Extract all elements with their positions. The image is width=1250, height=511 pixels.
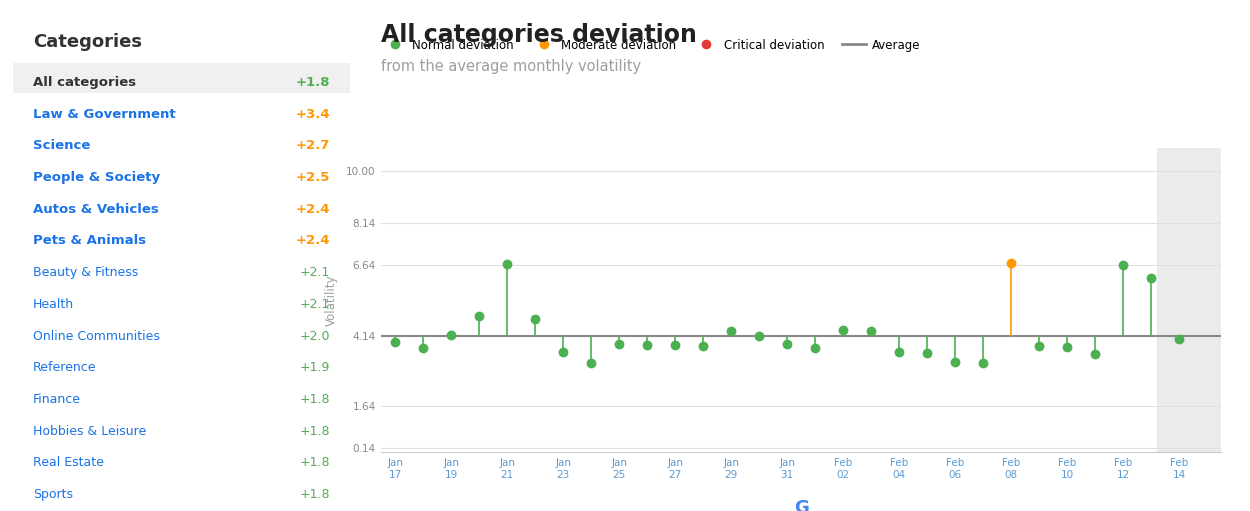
Text: All categories: All categories [32, 76, 136, 89]
Point [581, 359, 601, 367]
Point [834, 326, 854, 334]
Bar [1156, 148, 1221, 452]
Point [1029, 342, 1049, 350]
Text: +2.5: +2.5 [295, 171, 330, 184]
Point [918, 349, 938, 357]
Point [778, 340, 798, 348]
Text: +2.1: +2.1 [300, 266, 330, 279]
Point [554, 348, 574, 356]
Text: All categories deviation: All categories deviation [381, 23, 698, 47]
Point [469, 312, 489, 320]
Text: Law & Government: Law & Government [32, 108, 175, 121]
Text: +1.8: +1.8 [299, 425, 330, 437]
Text: +2.4: +2.4 [295, 203, 330, 216]
Point [1169, 335, 1189, 343]
Point [805, 343, 825, 352]
Text: Hobbies & Leisure: Hobbies & Leisure [32, 425, 146, 437]
Point [889, 348, 909, 356]
Text: People & Society: People & Society [32, 171, 160, 184]
Point [694, 342, 714, 350]
Text: Health: Health [32, 298, 74, 311]
Text: Science: Science [32, 140, 90, 152]
Text: +1.8: +1.8 [295, 76, 330, 89]
Text: +2.4: +2.4 [295, 235, 330, 247]
Point [861, 327, 881, 335]
Point [638, 341, 658, 349]
Text: +1.8: +1.8 [299, 456, 330, 469]
Point [385, 338, 405, 346]
Text: +2.7: +2.7 [295, 140, 330, 152]
Point [525, 315, 545, 323]
Point [721, 327, 741, 335]
Text: Autos & Vehicles: Autos & Vehicles [32, 203, 159, 216]
Text: Categories: Categories [32, 33, 141, 51]
Point [498, 260, 518, 268]
Text: +3.4: +3.4 [295, 108, 330, 121]
Point [609, 340, 629, 348]
Point [1001, 259, 1021, 267]
Point [1085, 350, 1105, 358]
Text: +2.0: +2.0 [299, 330, 330, 342]
Point [945, 358, 965, 366]
Text: Pets & Animals: Pets & Animals [32, 235, 146, 247]
Text: from the average monthly volatility: from the average monthly volatility [381, 59, 641, 74]
Text: Real Estate: Real Estate [32, 456, 104, 469]
Text: Online Communities: Online Communities [32, 330, 160, 342]
Text: +1.8: +1.8 [299, 393, 330, 406]
Point [1114, 261, 1134, 269]
Text: +1.9: +1.9 [300, 361, 330, 374]
Text: Sports: Sports [32, 488, 72, 501]
Text: Beauty & Fitness: Beauty & Fitness [32, 266, 138, 279]
Point [414, 343, 434, 352]
Point [665, 341, 685, 349]
Point [441, 331, 461, 339]
Point [974, 359, 994, 367]
Point [1141, 274, 1161, 283]
Point [749, 332, 769, 340]
Text: +1.8: +1.8 [299, 488, 330, 501]
FancyBboxPatch shape [12, 63, 350, 94]
Legend: Normal deviation, Moderate deviation, Critical deviation, Average: Normal deviation, Moderate deviation, Cr… [382, 38, 920, 52]
Text: Finance: Finance [32, 393, 81, 406]
Text: +2.1: +2.1 [300, 298, 330, 311]
Point [1058, 342, 1078, 351]
Text: Reference: Reference [32, 361, 96, 374]
Text: G: G [794, 499, 809, 511]
Y-axis label: Volatility: Volatility [325, 274, 338, 326]
